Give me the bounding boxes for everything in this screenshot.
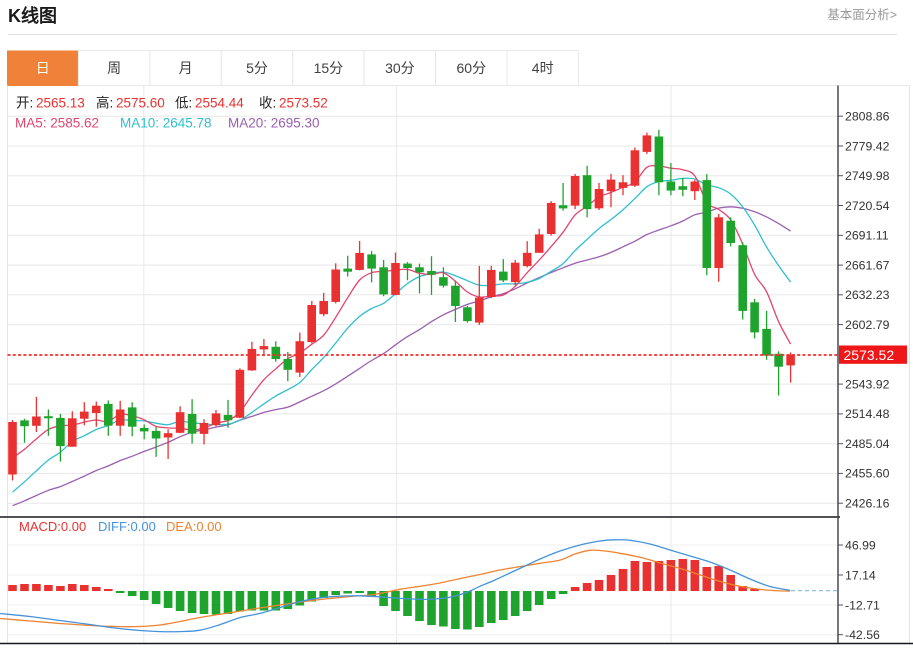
svg-text:2485.04: 2485.04 [845, 437, 890, 451]
svg-text:2691.11: 2691.11 [845, 229, 889, 243]
svg-text:-12.71: -12.71 [845, 598, 880, 612]
svg-text:DEA:0.00: DEA:0.00 [166, 519, 222, 534]
svg-text:2514.48: 2514.48 [845, 407, 890, 421]
svg-text:4时: 4时 [532, 60, 554, 76]
svg-text:2808.86: 2808.86 [845, 110, 890, 124]
svg-text:46.99: 46.99 [845, 538, 876, 552]
svg-text:开:2565.13高:2575.60低:2554.44收:2: 开: 2565.13 高: 2575.60 低: 2554.44 收: 2573.52 [16, 95, 328, 111]
svg-text:2602.79: 2602.79 [845, 318, 890, 332]
svg-text:2426.16: 2426.16 [845, 497, 890, 511]
svg-text:基本面分析>: 基本面分析> [827, 8, 897, 22]
svg-text:5分: 5分 [246, 60, 268, 76]
svg-text:-42.56: -42.56 [845, 628, 880, 642]
svg-text:K线图: K线图 [8, 5, 57, 26]
svg-text:MACD:0.00: MACD:0.00 [19, 519, 86, 534]
svg-text:2573.52: 2573.52 [844, 347, 895, 363]
svg-text:月: 月 [179, 60, 193, 76]
svg-text:日: 日 [36, 60, 50, 76]
svg-text:DIFF:0.00: DIFF:0.00 [98, 519, 156, 534]
svg-text:2543.92: 2543.92 [845, 377, 890, 391]
svg-text:60分: 60分 [457, 60, 487, 76]
svg-text:30分: 30分 [385, 60, 415, 76]
svg-text:17.14: 17.14 [845, 568, 876, 582]
svg-text:2749.98: 2749.98 [845, 169, 890, 183]
svg-text:2455.60: 2455.60 [845, 467, 890, 481]
svg-text:周: 周 [107, 60, 121, 76]
svg-text:2779.42: 2779.42 [845, 139, 890, 153]
svg-text:2661.67: 2661.67 [845, 258, 890, 272]
svg-text:2720.54: 2720.54 [845, 199, 890, 213]
svg-text:2632.23: 2632.23 [845, 288, 890, 302]
svg-text:15分: 15分 [314, 60, 344, 76]
